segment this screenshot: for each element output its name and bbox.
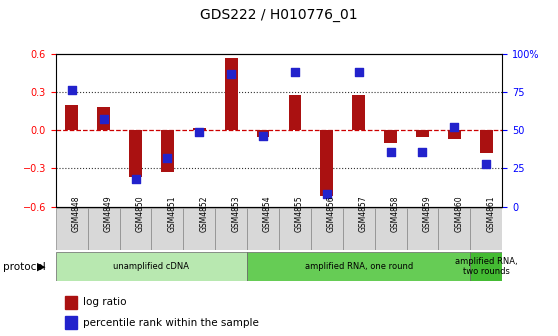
FancyBboxPatch shape — [470, 252, 502, 281]
Text: GSM4861: GSM4861 — [486, 195, 496, 232]
Text: GSM4856: GSM4856 — [327, 195, 336, 232]
Text: amplified RNA, one round: amplified RNA, one round — [305, 262, 413, 271]
FancyBboxPatch shape — [407, 208, 439, 250]
FancyBboxPatch shape — [470, 208, 502, 250]
Bar — [288, 94, 301, 130]
Text: GSM4855: GSM4855 — [295, 195, 304, 232]
Text: percentile rank within the sample: percentile rank within the sample — [83, 318, 258, 328]
Bar — [257, 130, 270, 136]
FancyBboxPatch shape — [119, 208, 151, 250]
Bar — [352, 94, 365, 130]
FancyBboxPatch shape — [311, 208, 343, 250]
FancyBboxPatch shape — [247, 208, 279, 250]
Point — [418, 149, 427, 154]
Point — [227, 71, 235, 76]
Text: amplified RNA,
two rounds: amplified RNA, two rounds — [455, 257, 518, 276]
Point — [99, 117, 108, 122]
FancyBboxPatch shape — [56, 252, 247, 281]
Text: GSM4848: GSM4848 — [72, 195, 81, 232]
Text: GSM4860: GSM4860 — [454, 195, 463, 232]
Text: GSM4858: GSM4858 — [391, 195, 400, 232]
Text: GSM4851: GSM4851 — [167, 195, 176, 232]
Text: GDS222 / H010776_01: GDS222 / H010776_01 — [200, 8, 358, 23]
Text: ▶: ▶ — [37, 262, 46, 272]
FancyBboxPatch shape — [88, 208, 119, 250]
Point — [386, 149, 395, 154]
Bar — [480, 130, 493, 153]
FancyBboxPatch shape — [56, 208, 88, 250]
Text: GSM4859: GSM4859 — [422, 195, 431, 232]
Text: GSM4852: GSM4852 — [199, 195, 208, 232]
Bar — [320, 130, 333, 197]
Point — [291, 70, 300, 75]
Point — [258, 134, 267, 139]
Point — [323, 192, 331, 197]
Point — [482, 161, 490, 167]
Text: GSM4857: GSM4857 — [359, 195, 368, 232]
Point — [195, 129, 204, 134]
Bar — [97, 107, 110, 130]
Text: GSM4850: GSM4850 — [136, 195, 145, 232]
Point — [354, 70, 363, 75]
Text: unamplified cDNA: unamplified cDNA — [113, 262, 190, 271]
FancyBboxPatch shape — [215, 208, 247, 250]
FancyBboxPatch shape — [279, 208, 311, 250]
FancyBboxPatch shape — [184, 208, 215, 250]
Bar — [129, 130, 142, 177]
Bar — [65, 316, 77, 329]
Point — [450, 124, 459, 130]
FancyBboxPatch shape — [151, 208, 184, 250]
Text: log ratio: log ratio — [83, 297, 126, 307]
Text: GSM4854: GSM4854 — [263, 195, 272, 232]
FancyBboxPatch shape — [439, 208, 470, 250]
Point — [131, 176, 140, 182]
Text: GSM4849: GSM4849 — [104, 195, 113, 232]
FancyBboxPatch shape — [343, 208, 374, 250]
Bar — [193, 128, 206, 130]
Bar — [161, 130, 174, 172]
Point — [163, 155, 172, 160]
Point — [68, 88, 76, 93]
Bar — [65, 296, 77, 309]
Bar — [384, 130, 397, 143]
Bar — [65, 105, 78, 130]
Bar — [416, 130, 429, 136]
FancyBboxPatch shape — [247, 252, 470, 281]
Text: protocol: protocol — [3, 262, 46, 272]
FancyBboxPatch shape — [374, 208, 407, 250]
Bar — [225, 57, 238, 130]
Text: GSM4853: GSM4853 — [231, 195, 240, 232]
Bar — [448, 130, 461, 139]
